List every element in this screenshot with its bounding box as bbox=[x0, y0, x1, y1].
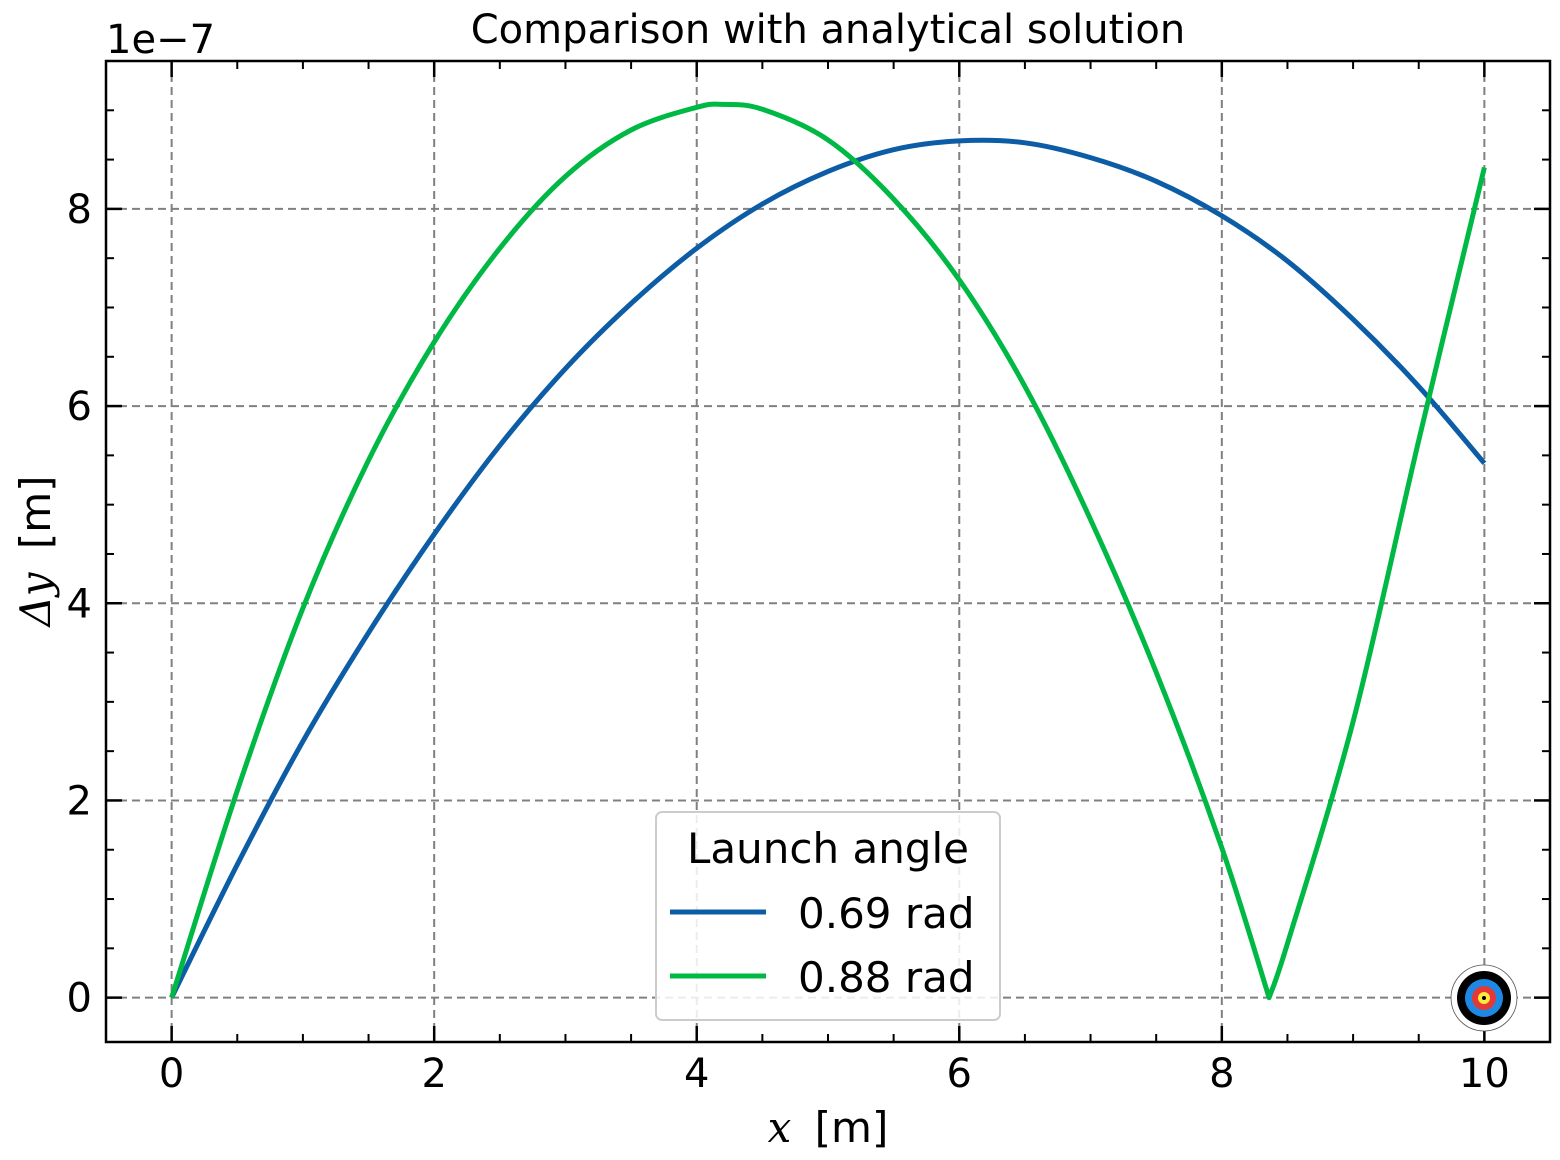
x-tick-label-4: 8 bbox=[1209, 1051, 1234, 1097]
series-line-1 bbox=[169, 101, 1487, 1001]
x-tick-label-3: 6 bbox=[947, 1051, 972, 1097]
y-tick-label-3: 6 bbox=[67, 384, 92, 430]
chart-title: Comparison with analytical solution bbox=[471, 7, 1185, 53]
x-axis-label: x [m] bbox=[768, 1103, 889, 1152]
x-axis-unit: [m] bbox=[815, 1103, 889, 1152]
series-lines bbox=[169, 101, 1487, 1001]
legend-box bbox=[655, 811, 1001, 1021]
plot-frame bbox=[104, 59, 1552, 1044]
y-tick-label-1: 2 bbox=[67, 778, 92, 824]
legend-label-1: 0.88 rad bbox=[798, 953, 975, 1002]
legend-title: Launch angle bbox=[687, 824, 969, 873]
y-tick-label-4: 8 bbox=[67, 187, 92, 233]
y-axis-symbol: Δy bbox=[11, 571, 60, 628]
series-line-0 bbox=[169, 137, 1487, 999]
x-tick-label-0: 0 bbox=[159, 1051, 184, 1097]
x-tick-label-2: 4 bbox=[684, 1051, 709, 1097]
target-center bbox=[1482, 996, 1486, 1000]
y-axis-unit: [m] bbox=[11, 475, 60, 549]
x-tick-label-1: 2 bbox=[421, 1051, 446, 1097]
legend: Launch angle 0.69 rad 0.88 rad bbox=[655, 811, 1001, 1021]
y-axis-label: Δy [m] bbox=[11, 475, 60, 628]
y-tick-label-2: 4 bbox=[67, 581, 92, 627]
legend-label-0: 0.69 rad bbox=[798, 889, 975, 938]
target-icon bbox=[1450, 964, 1518, 1032]
x-axis-symbol: x bbox=[768, 1103, 792, 1152]
x-tick-label-5: 10 bbox=[1459, 1051, 1510, 1097]
y-offset-label: 1e−7 bbox=[106, 17, 215, 63]
y-tick-label-0: 0 bbox=[67, 976, 92, 1022]
